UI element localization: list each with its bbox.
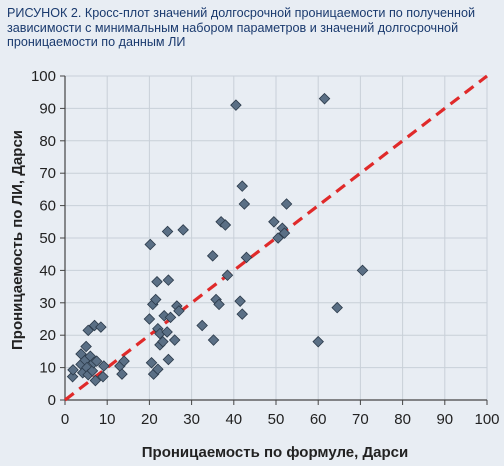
- data-point: [312, 335, 324, 348]
- data-point: [151, 275, 163, 288]
- data-point: [143, 313, 156, 325]
- figure-caption-label: РИСУНОК 2.: [7, 6, 82, 20]
- data-point: [168, 334, 181, 346]
- data-point: [268, 216, 280, 228]
- data-point: [236, 180, 249, 192]
- figure-caption: РИСУНОК 2. Кросс-плот значений долгосроч…: [7, 6, 499, 50]
- data-point: [95, 321, 107, 333]
- y-tick-label: 80: [39, 133, 56, 150]
- data-point: [149, 293, 162, 306]
- y-tick-label: 70: [39, 165, 56, 182]
- data-point: [177, 224, 189, 236]
- y-tick-label: 10: [39, 360, 56, 377]
- data-point: [90, 355, 103, 367]
- y-tick-label: 100: [31, 68, 56, 85]
- y-tick-label: 50: [39, 230, 56, 247]
- data-point: [118, 355, 130, 367]
- data-point: [331, 301, 343, 314]
- tick-labels: 0 10 20 30 40 50 60 70 80 90 100 0 10 20 30 40 50 60 70 80 9…: [31, 68, 500, 428]
- data-point: [89, 374, 102, 387]
- y-tick-label: 20: [39, 327, 56, 344]
- data-point: [116, 368, 128, 380]
- data-point: [82, 324, 94, 337]
- y-tick-label: 40: [39, 262, 56, 279]
- y-tick-label: 30: [39, 295, 56, 312]
- x-tick-label: 0: [61, 411, 69, 428]
- data-point: [221, 269, 234, 282]
- data-point: [145, 356, 158, 369]
- grid: [64, 75, 488, 401]
- data-point: [196, 319, 208, 332]
- x-tick-label: 40: [225, 411, 242, 428]
- data-point: [173, 305, 185, 317]
- data-point: [356, 264, 369, 277]
- axes: [60, 75, 488, 405]
- data-point: [161, 326, 173, 338]
- data-point: [278, 227, 291, 239]
- x-tick-label: 100: [474, 411, 499, 428]
- data-point: [236, 308, 249, 320]
- data-point: [164, 311, 177, 324]
- x-tick-label: 50: [268, 411, 285, 428]
- x-tick-label: 30: [183, 411, 200, 428]
- y-tick-label: 0: [48, 392, 56, 409]
- data-point: [162, 274, 175, 286]
- data-point: [206, 250, 219, 262]
- x-axis-title: Проницаемость по формуле, Дарси: [142, 444, 408, 461]
- data-point: [162, 353, 175, 366]
- data-point: [98, 360, 110, 372]
- data-point: [230, 99, 242, 111]
- x-tick-label: 70: [352, 411, 369, 428]
- data-point: [157, 335, 169, 348]
- data-point: [97, 370, 109, 383]
- data-point: [80, 340, 92, 353]
- data-point: [234, 295, 246, 307]
- data-point: [280, 198, 293, 210]
- data-point: [161, 225, 174, 238]
- x-tick-label: 80: [394, 411, 411, 428]
- data-point: [152, 363, 164, 375]
- y-tick-label: 60: [39, 198, 56, 215]
- x-tick-label: 60: [310, 411, 327, 428]
- points-layer: [66, 92, 369, 387]
- figure-caption-text: Кросс-плот значений долгосрочной проница…: [7, 6, 475, 50]
- data-point: [213, 298, 225, 311]
- x-tick-label: 90: [436, 411, 453, 428]
- x-tick-label: 10: [99, 411, 116, 428]
- data-point: [240, 251, 253, 264]
- data-point: [67, 364, 79, 376]
- y-axis-title: Проницаемость по ЛИ, Дарси: [9, 130, 26, 350]
- data-point: [272, 232, 284, 244]
- data-point: [219, 219, 232, 231]
- x-tick-label: 20: [141, 411, 158, 428]
- data-point: [238, 198, 251, 210]
- data-point: [144, 238, 157, 251]
- y-tick-label: 90: [39, 100, 56, 117]
- data-point: [86, 365, 99, 377]
- data-point: [318, 92, 331, 105]
- data-point: [66, 370, 79, 383]
- data-point: [207, 334, 220, 346]
